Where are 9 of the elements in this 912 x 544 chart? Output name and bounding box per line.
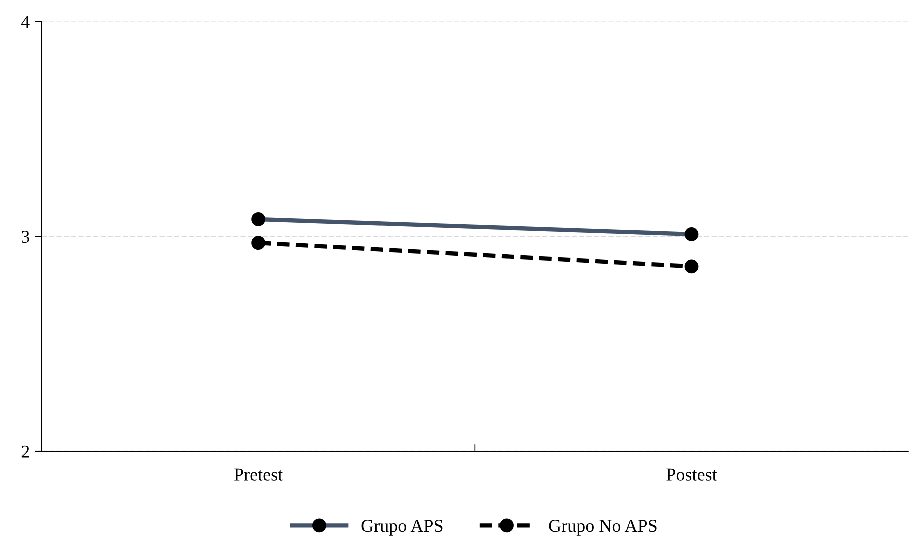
x-tick-label: Postest [666, 468, 718, 481]
y-tick-label: 2 [22, 446, 30, 458]
legend-label: Grupo No APS [549, 520, 657, 536]
point [252, 236, 266, 250]
y-tick-label: 4 [21, 16, 30, 28]
legend-label: Grupo APS [362, 520, 443, 536]
point [684, 260, 699, 274]
y-tick-label: 3 [22, 230, 30, 244]
x-tick-label: Pretest [234, 468, 284, 481]
